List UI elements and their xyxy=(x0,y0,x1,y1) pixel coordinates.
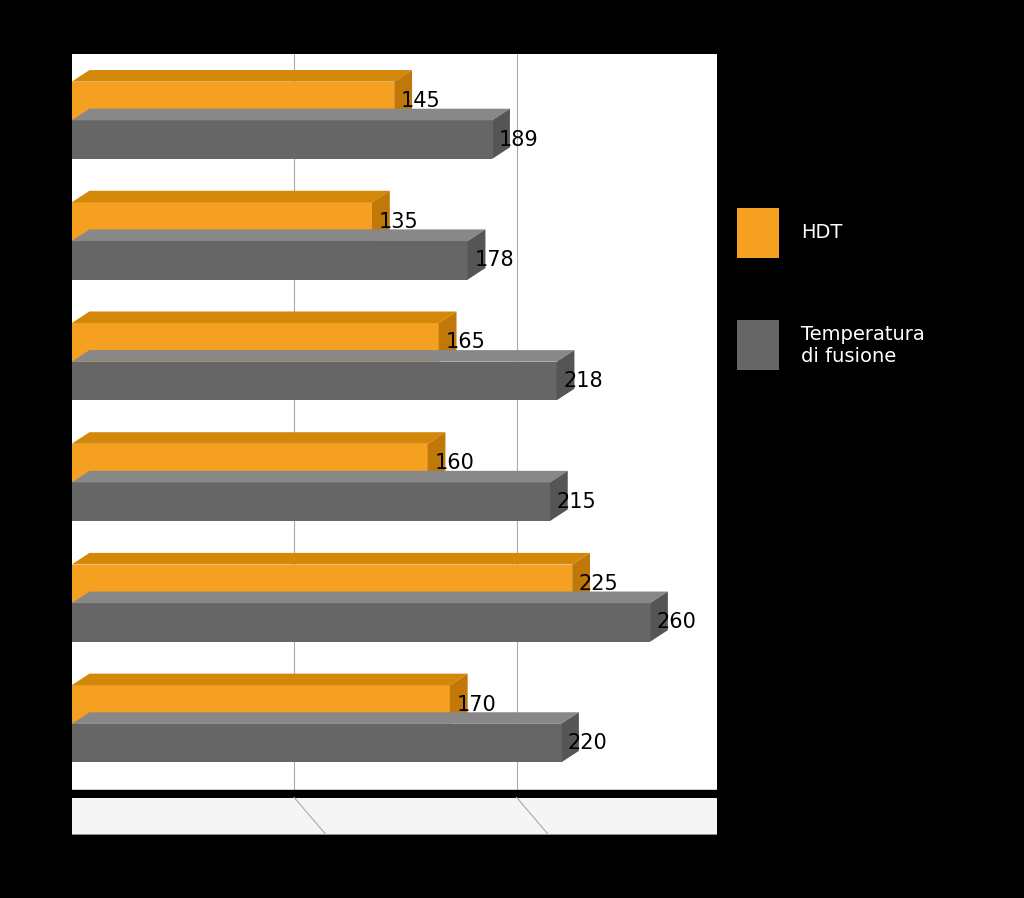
Bar xyxy=(72,323,438,362)
Polygon shape xyxy=(72,350,574,362)
Polygon shape xyxy=(72,190,390,202)
Bar xyxy=(72,565,572,603)
Polygon shape xyxy=(72,712,579,724)
Text: 225: 225 xyxy=(579,574,618,594)
Bar xyxy=(72,120,493,159)
Polygon shape xyxy=(493,109,510,159)
Polygon shape xyxy=(394,70,412,120)
Bar xyxy=(72,82,394,120)
Polygon shape xyxy=(572,553,590,603)
Bar xyxy=(72,362,557,401)
Text: 215: 215 xyxy=(557,492,596,512)
Text: 218: 218 xyxy=(563,371,603,391)
Bar xyxy=(72,724,561,762)
Polygon shape xyxy=(72,229,485,241)
Text: 189: 189 xyxy=(499,129,539,150)
Polygon shape xyxy=(72,553,590,565)
Polygon shape xyxy=(557,350,574,401)
Polygon shape xyxy=(468,229,485,279)
Bar xyxy=(72,685,450,724)
Text: 178: 178 xyxy=(474,251,514,270)
Bar xyxy=(72,202,372,241)
Polygon shape xyxy=(650,592,668,642)
Polygon shape xyxy=(72,592,668,603)
Polygon shape xyxy=(428,432,445,482)
Bar xyxy=(737,320,778,370)
Text: HDT: HDT xyxy=(801,224,843,242)
Text: 220: 220 xyxy=(567,733,607,753)
Text: Temperatura
di fusione: Temperatura di fusione xyxy=(801,325,925,365)
Polygon shape xyxy=(450,674,468,724)
Polygon shape xyxy=(72,312,457,323)
Polygon shape xyxy=(72,109,510,120)
Bar xyxy=(72,241,468,279)
Bar xyxy=(72,444,428,482)
Polygon shape xyxy=(72,432,445,444)
Bar xyxy=(737,207,778,259)
Text: 165: 165 xyxy=(445,332,485,352)
Text: 160: 160 xyxy=(434,453,474,473)
Polygon shape xyxy=(58,797,749,835)
Polygon shape xyxy=(72,70,412,82)
Text: 135: 135 xyxy=(379,212,419,232)
Polygon shape xyxy=(550,471,567,521)
Bar xyxy=(72,482,550,521)
Text: 170: 170 xyxy=(457,694,497,715)
Polygon shape xyxy=(72,471,567,482)
Polygon shape xyxy=(561,712,579,762)
Text: 260: 260 xyxy=(656,612,696,632)
Polygon shape xyxy=(438,312,457,362)
Bar xyxy=(72,603,650,642)
Text: 145: 145 xyxy=(401,91,440,111)
Polygon shape xyxy=(72,674,468,685)
Polygon shape xyxy=(372,190,390,241)
